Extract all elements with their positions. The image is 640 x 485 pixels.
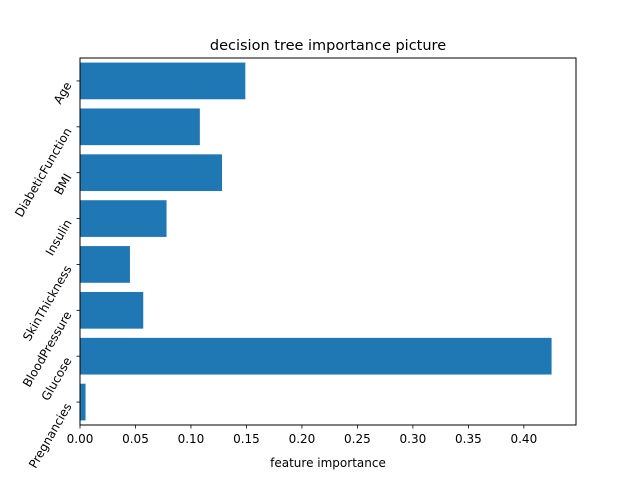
y-tick-label: BMI <box>51 171 74 197</box>
chart-title: decision tree importance picture <box>210 38 446 54</box>
bar-skinthickness <box>80 246 130 283</box>
bar-bloodpressure <box>80 291 144 329</box>
y-axis-ticks: PregnanciesGlucoseBloodPressureSkinThick… <box>12 79 80 471</box>
y-tick-label: Age <box>51 79 75 106</box>
bar-glucose <box>80 337 552 375</box>
x-tick-label: 0.20 <box>289 432 316 446</box>
x-tick-label: 0.35 <box>455 432 482 446</box>
bars-group <box>80 62 552 421</box>
x-tick-label: 0.40 <box>510 432 537 446</box>
x-tick-label: 0.25 <box>344 432 371 446</box>
bar-insulin <box>80 200 167 237</box>
plot-area-frame <box>79 57 577 426</box>
bar-diabeticfunction <box>80 108 200 146</box>
bar-pregnancies <box>80 383 86 421</box>
x-tick-label: 0.05 <box>122 432 149 446</box>
x-tick-label: 0.15 <box>233 432 260 446</box>
y-tick-label: Insulin <box>43 217 75 258</box>
bar-bmi <box>80 154 223 192</box>
x-tick-label: 0.00 <box>67 432 94 446</box>
y-tick-label: DiabeticFunction <box>12 125 74 219</box>
y-tick-label: SkinThickness <box>20 263 75 343</box>
x-tick-label: 0.30 <box>400 432 427 446</box>
x-axis-ticks: 0.00 0.05 0.10 0.15 0.20 0.25 0.30 0.35 0.40 <box>67 425 537 446</box>
bar-age <box>80 62 246 100</box>
x-axis-label: feature importance <box>270 456 386 470</box>
x-tick-label: 0.10 <box>178 432 205 446</box>
